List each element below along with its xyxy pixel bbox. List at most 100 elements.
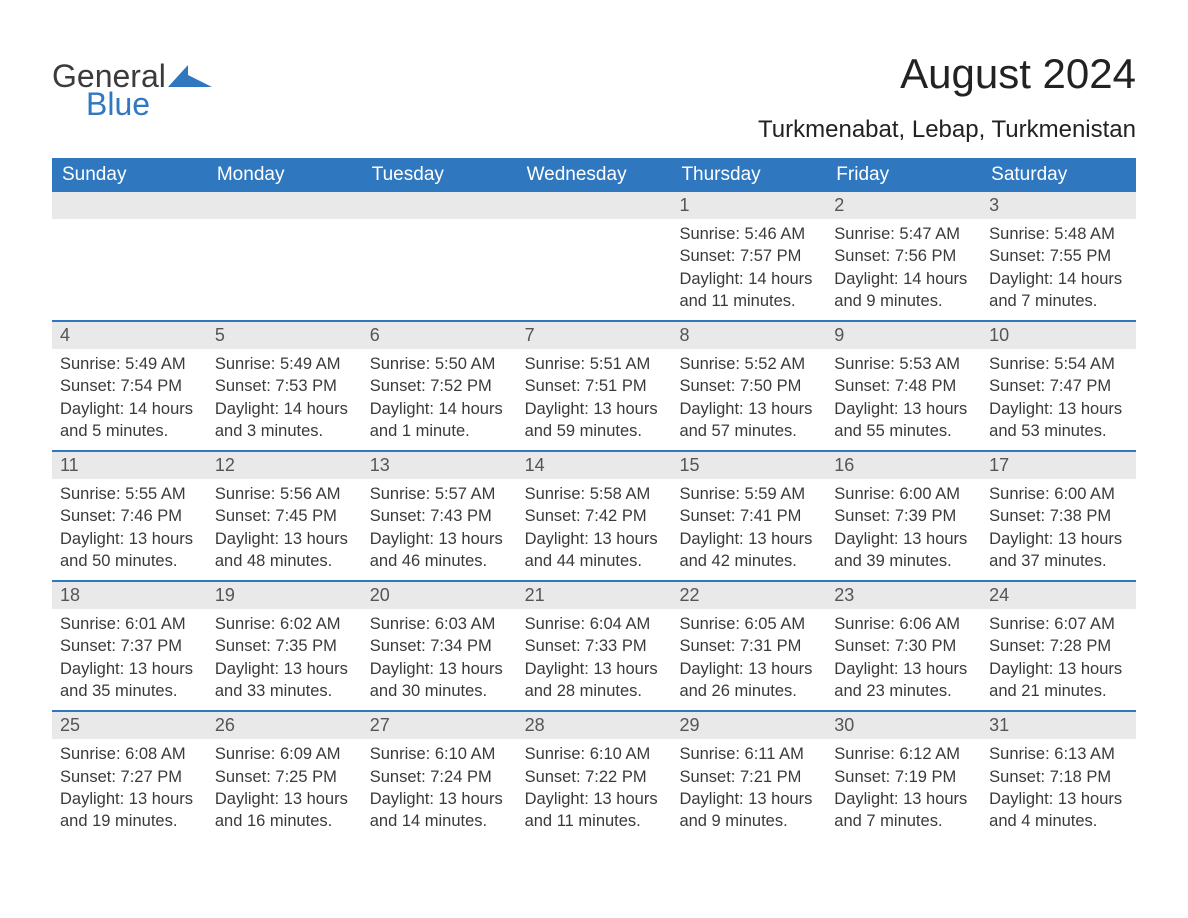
day-body: Sunrise: 5:49 AMSunset: 7:54 PMDaylight:… bbox=[52, 349, 207, 450]
sunrise-text: Sunrise: 6:09 AM bbox=[215, 743, 354, 765]
day-number: 26 bbox=[207, 712, 362, 739]
daylight-text: Daylight: 13 hours and 23 minutes. bbox=[834, 658, 973, 703]
sunrise-text: Sunrise: 5:51 AM bbox=[525, 353, 664, 375]
sunset-text: Sunset: 7:28 PM bbox=[989, 635, 1128, 657]
sunrise-text: Sunrise: 5:46 AM bbox=[679, 223, 818, 245]
day-body: Sunrise: 5:52 AMSunset: 7:50 PMDaylight:… bbox=[671, 349, 826, 450]
daylight-text: Daylight: 13 hours and 35 minutes. bbox=[60, 658, 199, 703]
day-body: Sunrise: 5:47 AMSunset: 7:56 PMDaylight:… bbox=[826, 219, 981, 320]
day-cell: 15Sunrise: 5:59 AMSunset: 7:41 PMDayligh… bbox=[671, 452, 826, 580]
day-number: 28 bbox=[517, 712, 672, 739]
sunrise-text: Sunrise: 6:04 AM bbox=[525, 613, 664, 635]
day-number: 15 bbox=[671, 452, 826, 479]
day-body: Sunrise: 6:11 AMSunset: 7:21 PMDaylight:… bbox=[671, 739, 826, 840]
day-cell: 8Sunrise: 5:52 AMSunset: 7:50 PMDaylight… bbox=[671, 322, 826, 450]
daylight-text: Daylight: 13 hours and 57 minutes. bbox=[679, 398, 818, 443]
day-cell: 23Sunrise: 6:06 AMSunset: 7:30 PMDayligh… bbox=[826, 582, 981, 710]
sunset-text: Sunset: 7:39 PM bbox=[834, 505, 973, 527]
sunrise-text: Sunrise: 5:54 AM bbox=[989, 353, 1128, 375]
day-number: 4 bbox=[52, 322, 207, 349]
sunrise-text: Sunrise: 6:00 AM bbox=[989, 483, 1128, 505]
day-body: Sunrise: 6:10 AMSunset: 7:24 PMDaylight:… bbox=[362, 739, 517, 840]
sunset-text: Sunset: 7:18 PM bbox=[989, 766, 1128, 788]
day-cell: 9Sunrise: 5:53 AMSunset: 7:48 PMDaylight… bbox=[826, 322, 981, 450]
month-title: August 2024 bbox=[758, 50, 1136, 98]
sunrise-text: Sunrise: 6:02 AM bbox=[215, 613, 354, 635]
sunset-text: Sunset: 7:31 PM bbox=[679, 635, 818, 657]
day-cell: 16Sunrise: 6:00 AMSunset: 7:39 PMDayligh… bbox=[826, 452, 981, 580]
day-body: Sunrise: 5:55 AMSunset: 7:46 PMDaylight:… bbox=[52, 479, 207, 580]
day-body: Sunrise: 6:02 AMSunset: 7:35 PMDaylight:… bbox=[207, 609, 362, 710]
daylight-text: Daylight: 14 hours and 3 minutes. bbox=[215, 398, 354, 443]
weekday-header-cell: Tuesday bbox=[362, 158, 517, 192]
day-cell: 30Sunrise: 6:12 AMSunset: 7:19 PMDayligh… bbox=[826, 712, 981, 840]
sunset-text: Sunset: 7:56 PM bbox=[834, 245, 973, 267]
day-body: Sunrise: 6:10 AMSunset: 7:22 PMDaylight:… bbox=[517, 739, 672, 840]
title-block: August 2024 Turkmenabat, Lebap, Turkmeni… bbox=[758, 50, 1136, 144]
week-row: 1Sunrise: 5:46 AMSunset: 7:57 PMDaylight… bbox=[52, 192, 1136, 320]
day-cell: 31Sunrise: 6:13 AMSunset: 7:18 PMDayligh… bbox=[981, 712, 1136, 840]
sunset-text: Sunset: 7:45 PM bbox=[215, 505, 354, 527]
sunset-text: Sunset: 7:38 PM bbox=[989, 505, 1128, 527]
sunrise-text: Sunrise: 5:49 AM bbox=[215, 353, 354, 375]
day-number-empty bbox=[207, 192, 362, 219]
brand-word-2: Blue bbox=[86, 88, 212, 120]
day-cell: 14Sunrise: 5:58 AMSunset: 7:42 PMDayligh… bbox=[517, 452, 672, 580]
location-subtitle: Turkmenabat, Lebap, Turkmenistan bbox=[758, 116, 1136, 144]
daylight-text: Daylight: 14 hours and 5 minutes. bbox=[60, 398, 199, 443]
daylight-text: Daylight: 13 hours and 19 minutes. bbox=[60, 788, 199, 833]
day-cell-empty bbox=[517, 192, 672, 320]
daylight-text: Daylight: 13 hours and 7 minutes. bbox=[834, 788, 973, 833]
day-number: 30 bbox=[826, 712, 981, 739]
day-body: Sunrise: 5:51 AMSunset: 7:51 PMDaylight:… bbox=[517, 349, 672, 450]
sunrise-text: Sunrise: 6:06 AM bbox=[834, 613, 973, 635]
day-body: Sunrise: 6:06 AMSunset: 7:30 PMDaylight:… bbox=[826, 609, 981, 710]
header: General Blue August 2024 Turkmenabat, Le… bbox=[52, 50, 1136, 144]
sunset-text: Sunset: 7:50 PM bbox=[679, 375, 818, 397]
day-number: 7 bbox=[517, 322, 672, 349]
day-number-empty bbox=[517, 192, 672, 219]
sunrise-text: Sunrise: 5:47 AM bbox=[834, 223, 973, 245]
weekday-header-cell: Sunday bbox=[52, 158, 207, 192]
daylight-text: Daylight: 13 hours and 42 minutes. bbox=[679, 528, 818, 573]
sunrise-text: Sunrise: 5:57 AM bbox=[370, 483, 509, 505]
day-cell: 26Sunrise: 6:09 AMSunset: 7:25 PMDayligh… bbox=[207, 712, 362, 840]
sunrise-text: Sunrise: 5:55 AM bbox=[60, 483, 199, 505]
sunset-text: Sunset: 7:21 PM bbox=[679, 766, 818, 788]
daylight-text: Daylight: 13 hours and 26 minutes. bbox=[679, 658, 818, 703]
weekday-header-cell: Monday bbox=[207, 158, 362, 192]
daylight-text: Daylight: 13 hours and 39 minutes. bbox=[834, 528, 973, 573]
sunset-text: Sunset: 7:19 PM bbox=[834, 766, 973, 788]
day-number: 22 bbox=[671, 582, 826, 609]
daylight-text: Daylight: 13 hours and 16 minutes. bbox=[215, 788, 354, 833]
sunset-text: Sunset: 7:27 PM bbox=[60, 766, 199, 788]
daylight-text: Daylight: 13 hours and 11 minutes. bbox=[525, 788, 664, 833]
sunrise-text: Sunrise: 6:03 AM bbox=[370, 613, 509, 635]
day-number: 24 bbox=[981, 582, 1136, 609]
day-cell: 22Sunrise: 6:05 AMSunset: 7:31 PMDayligh… bbox=[671, 582, 826, 710]
week-row: 25Sunrise: 6:08 AMSunset: 7:27 PMDayligh… bbox=[52, 710, 1136, 840]
day-number: 19 bbox=[207, 582, 362, 609]
sunset-text: Sunset: 7:46 PM bbox=[60, 505, 199, 527]
day-body: Sunrise: 5:59 AMSunset: 7:41 PMDaylight:… bbox=[671, 479, 826, 580]
sunset-text: Sunset: 7:52 PM bbox=[370, 375, 509, 397]
sunrise-text: Sunrise: 6:13 AM bbox=[989, 743, 1128, 765]
sunset-text: Sunset: 7:24 PM bbox=[370, 766, 509, 788]
day-number: 25 bbox=[52, 712, 207, 739]
day-body: Sunrise: 6:12 AMSunset: 7:19 PMDaylight:… bbox=[826, 739, 981, 840]
day-cell: 27Sunrise: 6:10 AMSunset: 7:24 PMDayligh… bbox=[362, 712, 517, 840]
sunrise-text: Sunrise: 6:07 AM bbox=[989, 613, 1128, 635]
sunrise-text: Sunrise: 6:12 AM bbox=[834, 743, 973, 765]
sunset-text: Sunset: 7:54 PM bbox=[60, 375, 199, 397]
sunset-text: Sunset: 7:57 PM bbox=[679, 245, 818, 267]
sunrise-text: Sunrise: 5:53 AM bbox=[834, 353, 973, 375]
day-cell: 10Sunrise: 5:54 AMSunset: 7:47 PMDayligh… bbox=[981, 322, 1136, 450]
sunrise-text: Sunrise: 5:52 AM bbox=[679, 353, 818, 375]
daylight-text: Daylight: 13 hours and 44 minutes. bbox=[525, 528, 664, 573]
sunrise-text: Sunrise: 5:56 AM bbox=[215, 483, 354, 505]
day-body: Sunrise: 6:03 AMSunset: 7:34 PMDaylight:… bbox=[362, 609, 517, 710]
day-number: 8 bbox=[671, 322, 826, 349]
day-cell: 19Sunrise: 6:02 AMSunset: 7:35 PMDayligh… bbox=[207, 582, 362, 710]
weekday-header-cell: Saturday bbox=[981, 158, 1136, 192]
day-body: Sunrise: 6:01 AMSunset: 7:37 PMDaylight:… bbox=[52, 609, 207, 710]
